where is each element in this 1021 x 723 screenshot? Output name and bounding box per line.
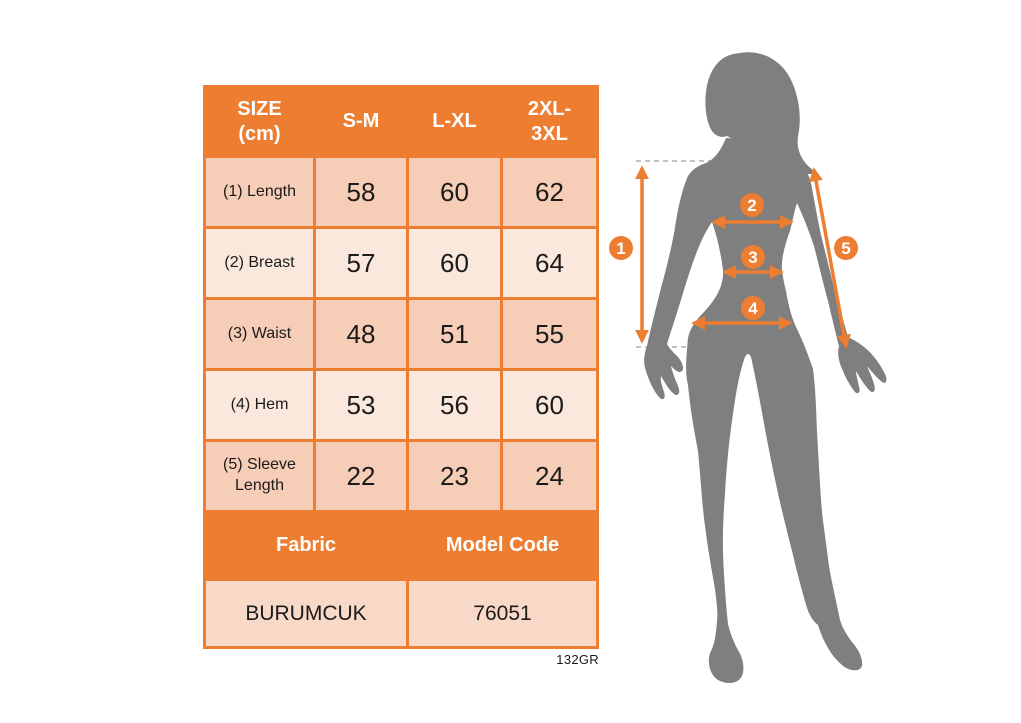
marker-5-circle [834, 236, 858, 260]
size-chart-table: SIZE (cm) S-M L-XL 2XL-3XL (1) Length 58… [203, 85, 599, 649]
header-cell-l-xl: L-XL [409, 88, 500, 155]
value-hem-sm: 53 [316, 371, 406, 439]
fabric-header-cell: Fabric [206, 513, 406, 578]
value-length-2xl: 62 [503, 158, 596, 226]
marker-1-circle [609, 236, 633, 260]
value-length-sm: 58 [316, 158, 406, 226]
marker-2-circle [740, 193, 764, 217]
header-sm-label: S-M [342, 110, 380, 132]
marker-4-circle [741, 296, 765, 320]
value-waist-sm: 48 [316, 300, 406, 368]
value-breast-2xl: 64 [503, 229, 596, 297]
row-label-breast: (2) Breast [206, 229, 313, 297]
row-label-waist: (3) Waist [206, 300, 313, 368]
value-sleeve-sm: 22 [316, 442, 406, 510]
weight-note: 132GR [556, 652, 599, 667]
value-sleeve-lxl: 23 [409, 442, 500, 510]
value-breast-sm: 57 [316, 229, 406, 297]
value-hem-2xl: 60 [503, 371, 596, 439]
marker-4-badge: 4 [741, 296, 765, 320]
marker-2-number: 2 [747, 196, 756, 215]
value-sleeve-2xl: 24 [503, 442, 596, 510]
marker-3-badge: 3 [741, 245, 765, 269]
sleeve-measure-arrow [809, 167, 851, 349]
value-waist-lxl: 51 [409, 300, 500, 368]
value-waist-2xl: 55 [503, 300, 596, 368]
model-code-value-cell: 76051 [409, 581, 596, 646]
measurement-figure: 1 2 3 4 5 [609, 52, 887, 684]
marker-4-number: 4 [748, 299, 758, 318]
model-code-header-cell: Model Code [409, 513, 596, 578]
head-silhouette [705, 52, 814, 174]
marker-5-number: 5 [841, 239, 850, 258]
marker-5-badge: 5 [834, 236, 858, 260]
row-label-hem: (4) Hem [206, 371, 313, 439]
header-cell-size-cm: SIZE (cm) [206, 88, 313, 155]
marker-1-number: 1 [616, 239, 625, 258]
header-size-label: SIZE (cm) [237, 97, 282, 145]
fabric-value-cell: BURUMCUK [206, 581, 406, 646]
marker-1-badge: 1 [609, 236, 633, 260]
header-cell-2xl-3xl: 2XL-3XL [503, 88, 596, 155]
marker-2-badge: 2 [740, 193, 764, 217]
marker-3-circle [741, 245, 765, 269]
row-label-length: (1) Length [206, 158, 313, 226]
row-label-sleeve: (5) Sleeve Length [206, 442, 313, 510]
marker-3-number: 3 [748, 248, 757, 267]
value-breast-lxl: 60 [409, 229, 500, 297]
header-2xl3xl-label: 2XL-3XL [527, 97, 572, 145]
value-length-lxl: 60 [409, 158, 500, 226]
header-cell-s-m: S-M [316, 88, 406, 155]
value-hem-lxl: 56 [409, 371, 500, 439]
body-silhouette [644, 138, 887, 684]
header-lxl-label: L-XL [432, 110, 477, 132]
